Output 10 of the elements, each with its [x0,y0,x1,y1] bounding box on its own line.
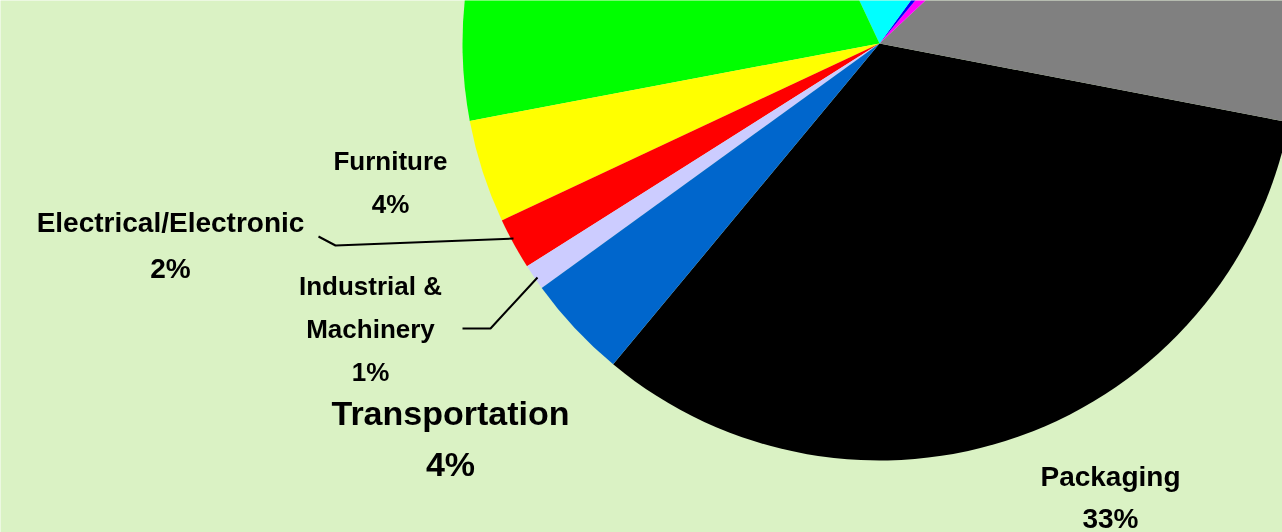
slice-label: Industrial & Machinery [298,270,443,344]
slice-label: Packaging [1040,461,1181,492]
data-label: 1% [351,356,390,387]
data-label: 33% [1082,503,1139,532]
data-label: 4% [371,188,410,219]
slice-label: Furniture [333,145,448,176]
slice-label: Electrical/Electronic [36,207,305,238]
data-label: 2% [150,253,191,284]
data-label: 4% [425,444,476,483]
slice-label: Transportation [331,393,570,432]
